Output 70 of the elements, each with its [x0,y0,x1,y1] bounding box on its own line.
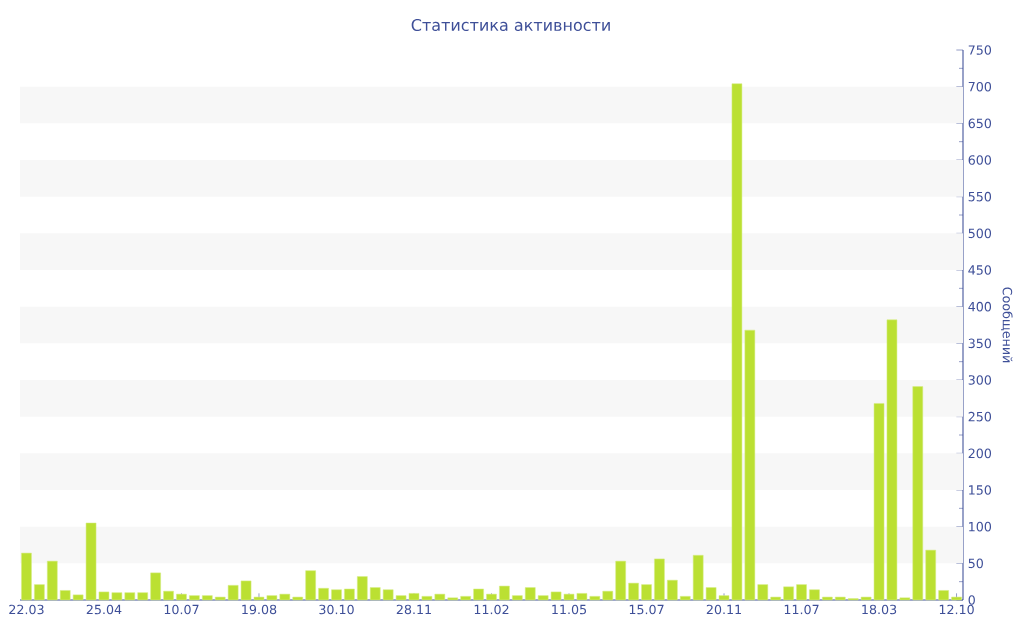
bar [460,596,471,601]
bar [628,582,639,601]
y-tick-label: 700 [968,81,992,92]
x-tick-label: 11.02 [474,604,509,615]
bar [292,596,304,601]
x-tick-label: 22.03 [9,604,44,615]
bar [305,570,316,601]
y-tick-label: 450 [968,265,992,275]
chart-title: Статистика активности [411,18,610,32]
bar [486,593,497,601]
bar [473,588,484,601]
y-tick-label: 750 [968,45,992,55]
bar [783,586,794,601]
y-tick-label: 200 [968,448,992,459]
y-tick-label: 300 [968,375,992,385]
bar [176,593,187,601]
x-tick-label: 15.07 [629,604,664,615]
bar [835,596,846,601]
bar [951,596,962,601]
bar [938,590,949,601]
bar [667,579,678,601]
x-tick-label: 20.11 [706,604,741,615]
bar [615,560,626,601]
y-tick-label: 500 [968,228,992,239]
bar [150,572,161,601]
x-tick-label: 12.10 [939,604,974,615]
bar [189,595,200,601]
y-tick-label: 0 [968,595,975,605]
bar [809,589,820,601]
bar [21,552,32,601]
bar [34,584,45,601]
bar [680,596,691,601]
x-tick-label: 10.07 [164,604,199,615]
bar [512,595,523,601]
y-tick-label: 150 [969,485,992,495]
bar [369,587,381,601]
y-tick-label: 400 [968,301,992,312]
bar [331,589,342,601]
y-tick-label: 50 [968,558,983,569]
bar [163,590,174,601]
bar [137,592,148,601]
bar [202,595,213,601]
x-tick-label: 28.11 [396,604,431,615]
y-tick-label: 600 [968,155,992,165]
y-tick-label: 550 [968,191,992,202]
bar [344,588,355,601]
y-tick-label: 650 [968,118,992,129]
bar [822,596,833,601]
bar [602,590,614,601]
bar [796,584,807,601]
y-tick-label: 100 [969,521,992,532]
x-tick-label: 18.03 [862,604,897,615]
x-tick-label: 11.05 [552,604,587,615]
bar [925,549,936,601]
x-tick-label: 11.07 [784,604,819,615]
y-axis-title: Сообщений [1001,287,1013,363]
bar [524,587,536,601]
x-tick-label: 25.04 [86,604,122,615]
y-tick-label: 350 [968,338,992,349]
bar [641,584,652,601]
bar [47,560,58,601]
bar [357,576,368,601]
bar [770,596,781,601]
bar [499,585,510,601]
y-tick-label: 250 [968,411,992,422]
x-tick-label: 19.08 [242,604,277,615]
bar [447,597,459,601]
bar [318,588,329,601]
bar [654,558,665,601]
x-tick-label: 30.10 [319,604,354,615]
